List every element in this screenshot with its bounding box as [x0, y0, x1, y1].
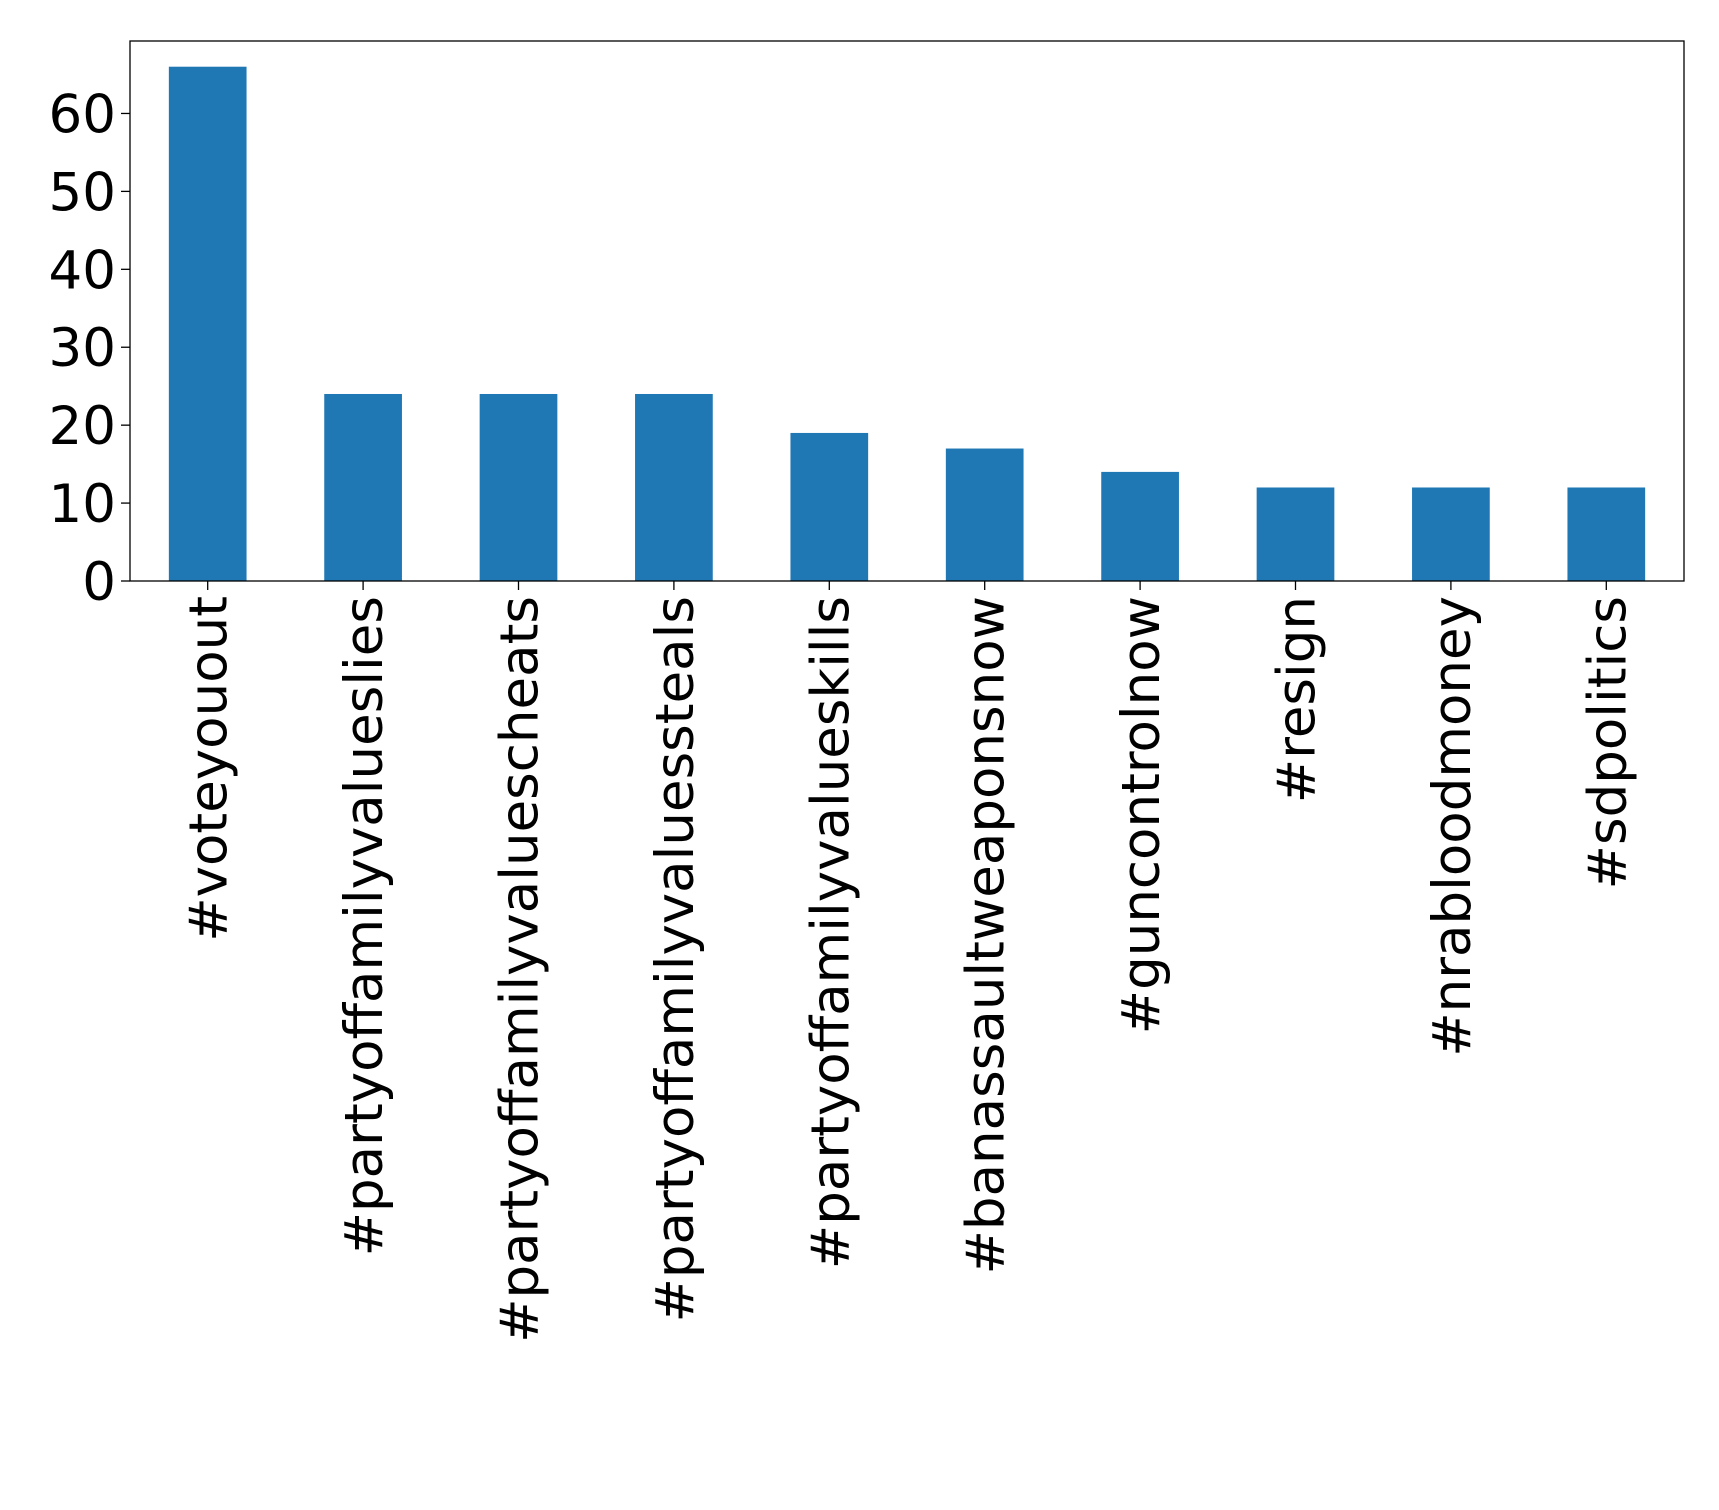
plot-frame	[129, 40, 1685, 582]
bar	[945, 448, 1024, 581]
bar	[790, 432, 869, 581]
x-tick-label: #nrabloodmoney	[1422, 596, 1483, 1057]
x-tick-label: #partyoffamilyvalueskills	[800, 596, 861, 1269]
y-tick-label: 10	[49, 474, 116, 535]
y-tick-label: 20	[49, 396, 116, 457]
y-tick-label: 30	[49, 318, 116, 379]
x-tick-label: #guncontrolnow	[1111, 596, 1172, 1034]
bar	[324, 393, 402, 581]
bar	[479, 393, 558, 581]
bar	[168, 66, 247, 581]
bar	[1101, 471, 1179, 581]
x-tick-label: #banassaultweaponsnow	[956, 596, 1017, 1274]
bar	[1567, 487, 1646, 581]
y-tick-label: 60	[49, 84, 116, 145]
x-tick-label: #voteyouout	[179, 596, 240, 942]
x-tick-label: #partyoffamilyvaluescheats	[490, 596, 551, 1343]
bar	[1412, 487, 1490, 581]
x-tick-label: #partyoffamilyvalueslies	[334, 596, 395, 1256]
y-tick-label: 0	[82, 552, 116, 613]
x-tick-label: #partyoffamilyvaluessteals	[645, 596, 706, 1323]
y-tick-label: 40	[49, 240, 116, 301]
x-tick-label: #sdpolitics	[1577, 596, 1638, 889]
bar	[635, 393, 713, 581]
x-tick-label: #resign	[1267, 596, 1328, 803]
bar	[1256, 487, 1335, 581]
y-tick-label: 50	[49, 162, 116, 223]
